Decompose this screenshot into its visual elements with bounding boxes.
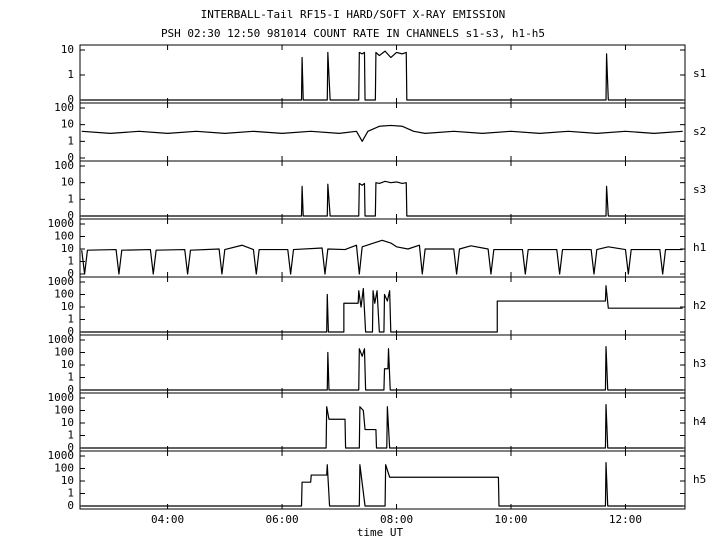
y-tick-label: 0 — [67, 93, 74, 106]
x-tick-label: 12:00 — [609, 513, 642, 526]
y-tick-label: 1 — [67, 313, 74, 326]
panel-frame — [79, 334, 686, 394]
y-tick-label: 0 — [67, 151, 74, 164]
chart-title: INTERBALL-Tail RF15-I HARD/SOFT X-RAY EM… — [201, 8, 506, 21]
x-tick-label: 04:00 — [151, 513, 184, 526]
panel-frame — [79, 392, 686, 452]
panel-label: s3 — [693, 183, 706, 196]
y-tick-label: 1 — [67, 134, 74, 147]
x-tick-label: 10:00 — [494, 513, 527, 526]
y-tick-label: 10 — [61, 242, 74, 255]
y-tick-label: 100 — [54, 462, 74, 475]
y-tick-label: 10 — [61, 474, 74, 487]
panel-label: s2 — [693, 125, 706, 138]
y-tick-label: 100 — [54, 159, 74, 172]
y-tick-label: 0 — [67, 441, 74, 454]
data-line — [81, 50, 683, 101]
y-tick-label: 1000 — [48, 449, 75, 462]
panel-frame — [79, 102, 686, 162]
panel-label: h3 — [693, 357, 706, 370]
y-tick-label: 0 — [67, 499, 74, 512]
data-line — [81, 124, 683, 142]
y-tick-label: 1 — [67, 68, 74, 81]
panel-frame — [79, 450, 686, 510]
y-tick-label: 1000 — [48, 217, 75, 230]
data-line — [81, 461, 683, 507]
y-tick-label: 100 — [54, 404, 74, 417]
y-tick-label: 100 — [54, 230, 74, 243]
data-line — [81, 403, 683, 449]
y-tick-label: 100 — [54, 288, 74, 301]
y-tick-label: 0 — [67, 267, 74, 280]
y-tick-label: 1000 — [48, 391, 75, 404]
x-axis-label: time UT — [357, 526, 404, 539]
y-tick-label: 1 — [67, 429, 74, 442]
data-line — [81, 239, 683, 275]
panel-frame — [79, 160, 686, 220]
y-tick-label: 10 — [61, 43, 74, 56]
y-tick-label: 0 — [67, 325, 74, 338]
y-tick-label: 100 — [54, 346, 74, 359]
panel-label: s1 — [693, 67, 706, 80]
panel-label: h4 — [693, 415, 707, 428]
x-tick-label: 08:00 — [380, 513, 413, 526]
y-tick-label: 1000 — [48, 275, 75, 288]
y-tick-label: 10 — [61, 300, 74, 313]
y-tick-label: 1 — [67, 371, 74, 384]
y-tick-label: 1 — [67, 487, 74, 500]
y-tick-label: 1000 — [48, 333, 75, 346]
data-line — [81, 345, 683, 391]
y-tick-label: 1 — [67, 192, 74, 205]
data-line — [81, 285, 683, 333]
data-line — [81, 180, 683, 217]
y-tick-label: 10 — [61, 118, 74, 131]
y-tick-label: 10 — [61, 416, 74, 429]
y-tick-label: 100 — [54, 101, 74, 114]
y-tick-label: 10 — [61, 176, 74, 189]
chart-subtitle: PSH 02:30 12:50 981014 COUNT RATE IN CHA… — [161, 27, 545, 40]
y-tick-label: 1 — [67, 255, 74, 268]
panel-label: h2 — [693, 299, 706, 312]
panel-label: h5 — [693, 473, 706, 486]
x-tick-label: 06:00 — [265, 513, 298, 526]
y-tick-label: 0 — [67, 209, 74, 222]
panel-label: h1 — [693, 241, 706, 254]
y-tick-label: 0 — [67, 383, 74, 396]
panel-frame — [79, 276, 686, 336]
y-tick-label: 10 — [61, 358, 74, 371]
